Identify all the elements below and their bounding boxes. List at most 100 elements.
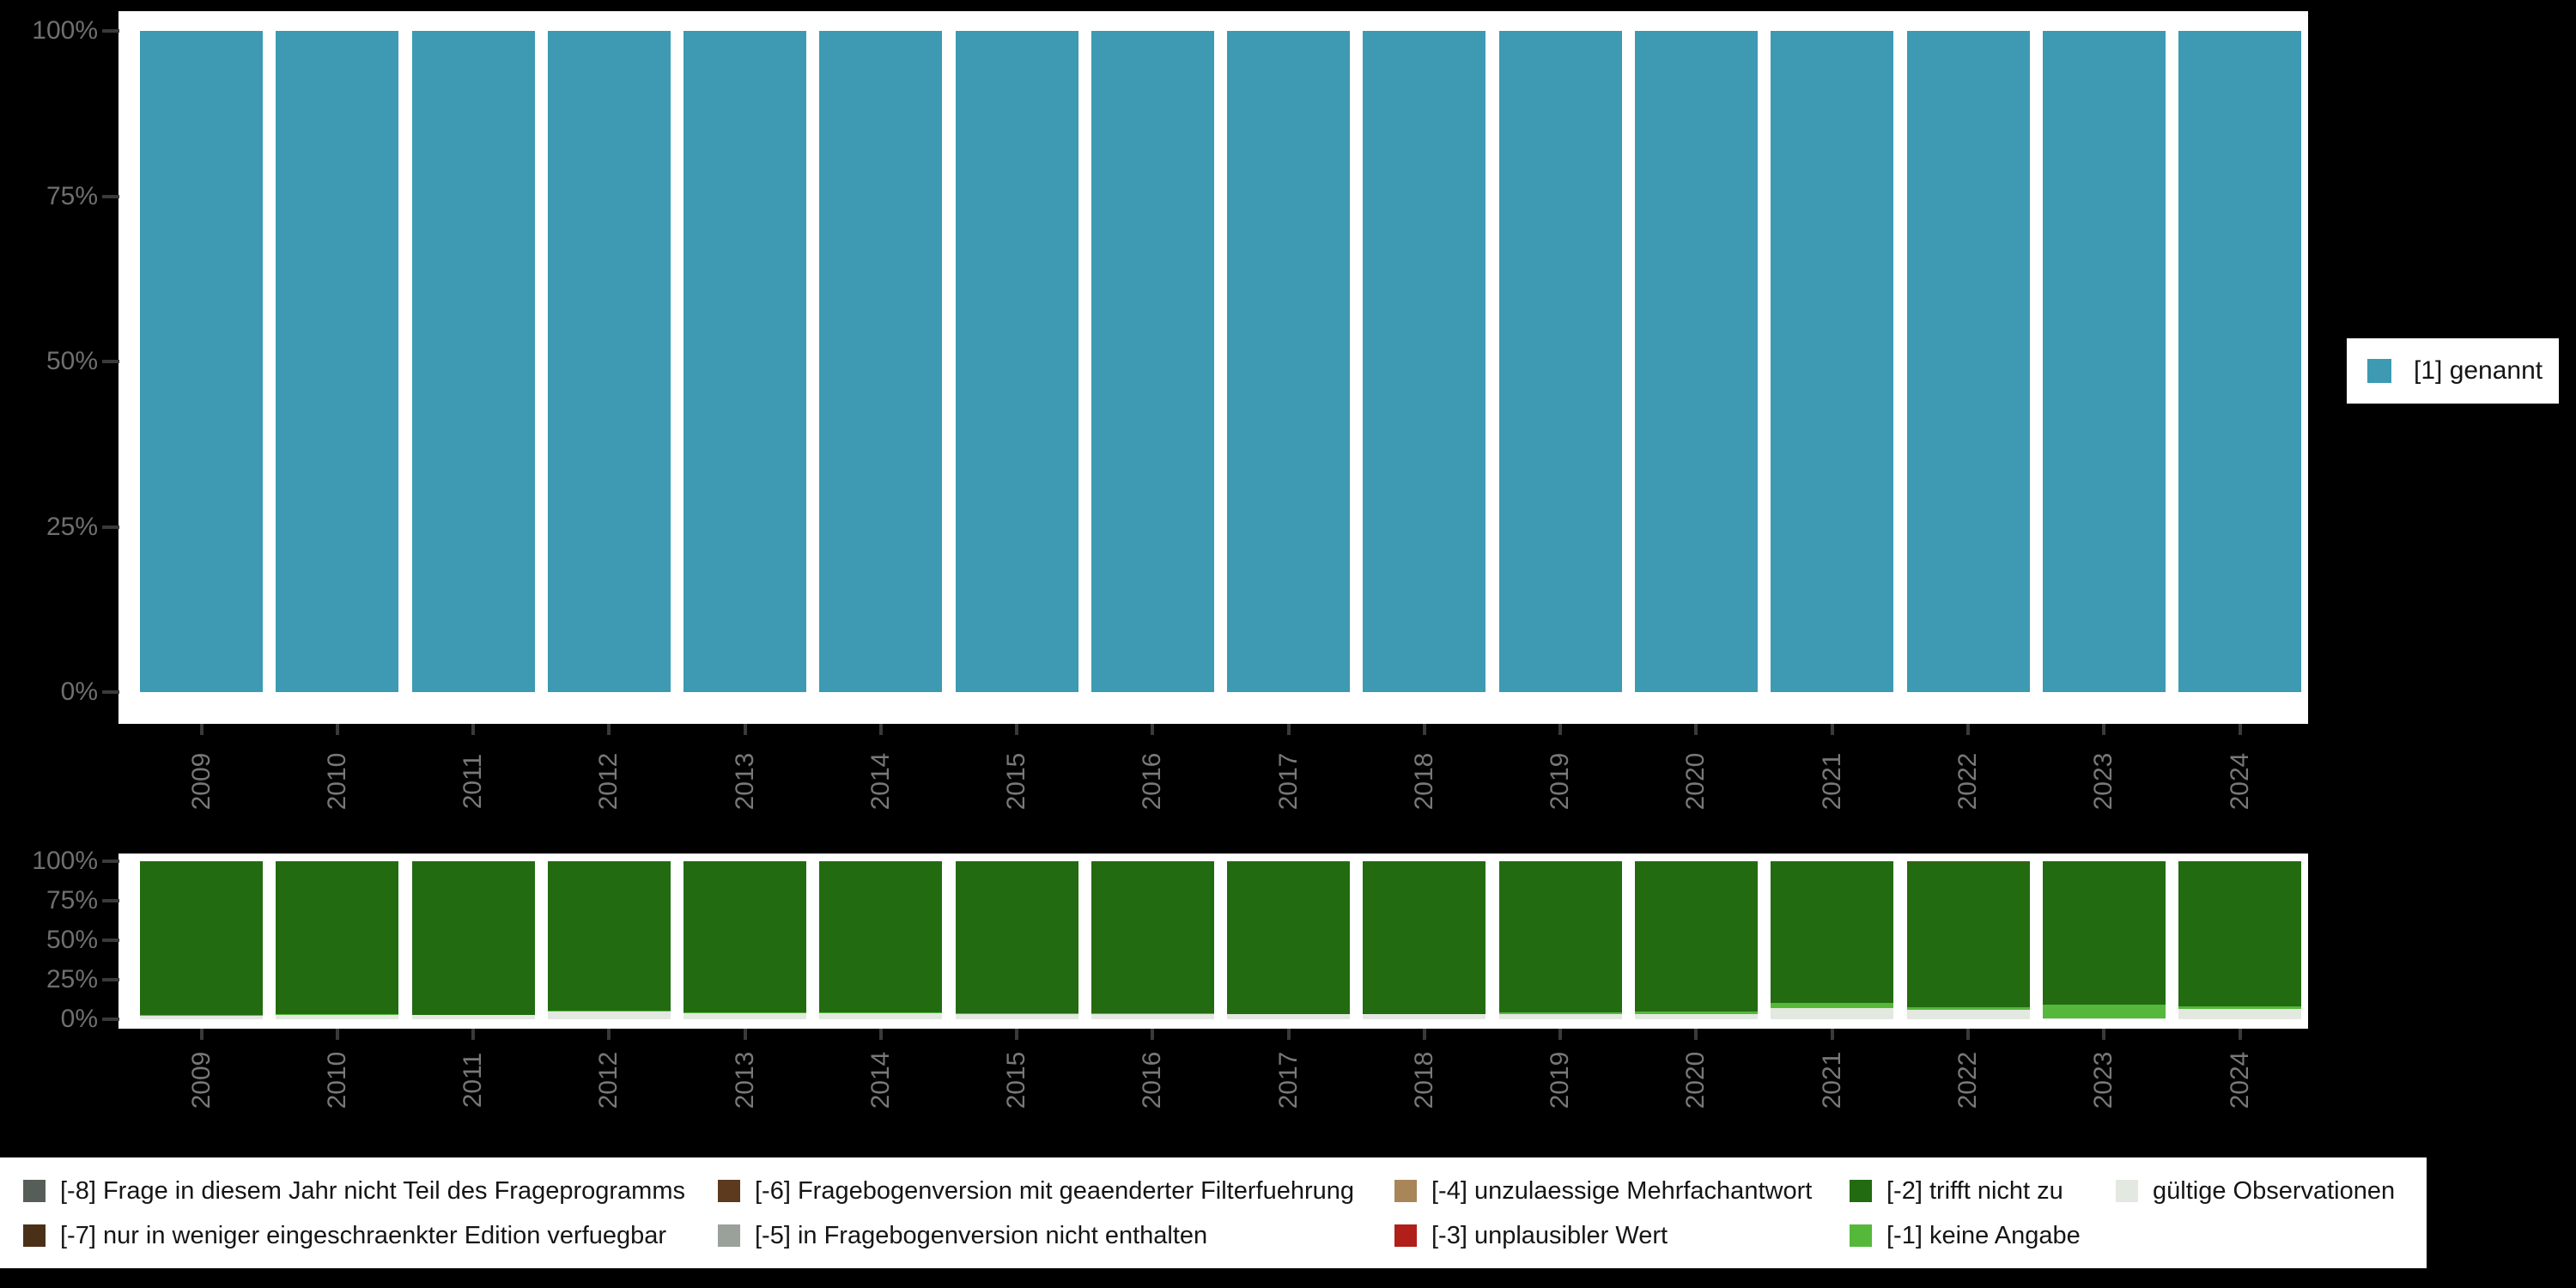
bar-segment	[276, 31, 399, 692]
bar-segment	[819, 1012, 943, 1013]
bar-2019	[1498, 861, 1622, 1019]
bar-2018	[1363, 31, 1486, 692]
x-axis-label-2014: 2014	[866, 1051, 895, 1109]
bar-2009	[140, 31, 263, 692]
bar-2011	[411, 31, 535, 692]
legend-swatch-genannt	[2367, 359, 2391, 383]
x-axis-tick	[1966, 1029, 1970, 1040]
bar-segment	[1771, 1008, 1894, 1019]
x-axis-label-2016: 2016	[1138, 752, 1167, 811]
bar-segment	[2042, 861, 2166, 1005]
x-axis-label-2021: 2021	[1817, 1051, 1846, 1109]
legend-item-label: [-1] keine Angabe	[1886, 1221, 2081, 1249]
x-axis-label-2017: 2017	[1273, 752, 1303, 811]
x-axis-label-2022: 2022	[1953, 1051, 1982, 1109]
bar-segment	[1227, 1014, 1351, 1019]
x-axis-tick	[2238, 1029, 2242, 1040]
x-axis-tick	[743, 1029, 747, 1040]
y-axis-tick	[102, 194, 119, 198]
bar-segment	[547, 1010, 671, 1012]
y-axis-label: 75%	[46, 886, 98, 914]
bar-2010	[276, 31, 399, 692]
bar-2012	[547, 31, 671, 692]
legend-item-label: [-6] Fragebogenversion mit geaenderter F…	[755, 1176, 1354, 1205]
x-axis-label-2019: 2019	[1546, 752, 1575, 811]
bar-2023	[2042, 861, 2166, 1019]
bar-2011	[411, 861, 535, 1019]
bar-segment	[1227, 1013, 1351, 1015]
legend-item: [-1] keine Angabe	[1850, 1222, 2081, 1249]
x-axis-tick	[2102, 724, 2106, 735]
y-axis-label: 100%	[32, 16, 98, 45]
x-axis-tick	[1694, 1029, 1698, 1040]
bar-segment	[411, 1015, 535, 1019]
bar-segment	[1363, 31, 1486, 692]
bar-segment	[1227, 861, 1351, 1014]
legend-item: [-8] Frage in diesem Jahr nicht Teil des…	[23, 1177, 685, 1205]
legend-label-genannt: [1] genannt	[2414, 356, 2543, 385]
bar-segment	[1498, 31, 1622, 692]
x-axis-label-2016: 2016	[1138, 1051, 1167, 1109]
bar-segment	[1771, 31, 1894, 692]
legend-top-right: [1] genannt	[2347, 338, 2559, 404]
bar-segment	[2042, 1018, 2166, 1019]
legend-swatch	[1850, 1180, 1872, 1202]
bar-segment	[276, 1013, 399, 1016]
x-axis-label-2012: 2012	[594, 752, 623, 811]
bar-segment	[547, 861, 671, 1011]
x-axis-label-2020: 2020	[1681, 752, 1710, 811]
bar-segment	[819, 31, 943, 692]
bar-segment	[2178, 861, 2302, 1007]
x-axis-label-2013: 2013	[730, 752, 759, 811]
x-axis-tick	[1830, 1029, 1834, 1040]
x-axis-label-2021: 2021	[1817, 752, 1846, 811]
x-axis-tick	[2102, 1029, 2106, 1040]
x-axis-label-2019: 2019	[1546, 1051, 1575, 1109]
x-axis-tick	[335, 1029, 339, 1040]
x-axis-label-2023: 2023	[2089, 752, 2118, 811]
x-axis-label-2017: 2017	[1273, 1051, 1303, 1109]
y-axis-tick	[102, 899, 119, 902]
bar-2009	[140, 861, 263, 1019]
x-axis-label-2022: 2022	[1953, 752, 1982, 811]
bar-2021	[1771, 31, 1894, 692]
bar-segment	[2042, 1005, 2166, 1019]
bar-2015	[955, 861, 1078, 1019]
bar-2013	[683, 861, 807, 1019]
bar-segment	[1091, 861, 1214, 1013]
legend-swatch	[718, 1180, 740, 1202]
bar-2010	[276, 861, 399, 1019]
bar-segment	[411, 31, 535, 692]
x-axis-label-2011: 2011	[459, 1052, 488, 1109]
x-axis-tick	[1830, 724, 1834, 735]
bar-2015	[955, 31, 1078, 692]
y-axis-label: 0%	[60, 677, 98, 706]
legend-swatch	[23, 1180, 46, 1202]
x-axis-tick	[1966, 724, 1970, 735]
bar-2023	[2042, 31, 2166, 692]
x-axis-label-2014: 2014	[866, 752, 895, 811]
x-axis-label-2012: 2012	[594, 1051, 623, 1109]
bar-segment	[955, 31, 1078, 692]
bar-segment	[547, 31, 671, 692]
legend-item: [-7] nur in weniger eingeschraenkter Edi…	[23, 1222, 666, 1249]
bar-segment	[1771, 861, 1894, 1003]
x-axis-label-2015: 2015	[1002, 1051, 1031, 1109]
bar-2021	[1771, 861, 1894, 1019]
legend-item-label: [-8] Frage in diesem Jahr nicht Teil des…	[60, 1176, 685, 1205]
bar-2020	[1634, 31, 1758, 692]
x-axis-tick	[1558, 724, 1563, 735]
x-axis-tick	[607, 724, 611, 735]
x-axis-tick	[1422, 724, 1426, 735]
x-axis-label-2018: 2018	[1409, 752, 1438, 811]
bar-segment	[1091, 31, 1214, 692]
top-chart-panel	[118, 11, 2308, 724]
bar-segment	[683, 1012, 807, 1019]
bar-segment	[2178, 1009, 2302, 1019]
bar-2016	[1091, 861, 1214, 1019]
bar-segment	[140, 861, 263, 1016]
x-axis-tick	[199, 724, 204, 735]
y-axis-tick	[102, 29, 119, 33]
y-axis-label: 50%	[46, 347, 98, 375]
bar-segment	[276, 1015, 399, 1019]
